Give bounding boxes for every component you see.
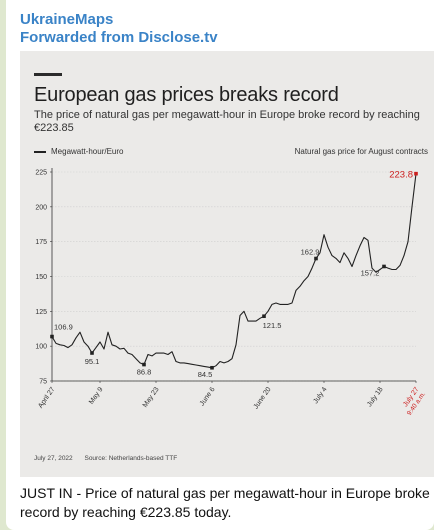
title-accent-bar bbox=[34, 73, 62, 76]
x-tick-label: May 9 bbox=[88, 386, 105, 406]
footer-date: July 27, 2022 bbox=[34, 455, 73, 462]
y-tick-label-150: 150 bbox=[35, 274, 47, 281]
data-label-86.8: 86.8 bbox=[137, 368, 152, 377]
data-marker-106.9 bbox=[50, 334, 54, 339]
footer-source: Source: Netherlands-based TTF bbox=[84, 455, 178, 462]
message-caption: JUST IN - Price of natural gas per megaw… bbox=[20, 485, 430, 520]
x-tick-label: June 20 bbox=[253, 386, 273, 411]
data-label-84.5: 84.5 bbox=[198, 370, 213, 379]
x-tick-label-group: June 20 bbox=[253, 386, 273, 411]
x-tick-label-group: July 18 bbox=[366, 386, 385, 408]
data-marker-84.5 bbox=[210, 365, 214, 370]
chart-image[interactable]: European gas prices breaks record The pr… bbox=[20, 51, 434, 477]
data-label-106.9: 106.9 bbox=[54, 323, 73, 332]
x-tick-label-group: June 6 bbox=[199, 386, 217, 407]
y-tick-label-100: 100 bbox=[35, 344, 47, 351]
y-tick-label-225: 225 bbox=[35, 170, 47, 177]
x-tick-label: July 4 bbox=[312, 386, 328, 405]
sender-name[interactable]: UkraineMaps bbox=[20, 11, 114, 28]
message-bubble: UkraineMaps Forwarded from Disclose.tv E… bbox=[6, 0, 434, 530]
y-tick-label-200: 200 bbox=[35, 204, 47, 211]
data-marker-162.9 bbox=[314, 256, 318, 261]
y-tick-label-125: 125 bbox=[35, 309, 47, 316]
x-tick-label-group: May 9 bbox=[88, 386, 105, 406]
x-tick-label-group: July 279:40 a.m. bbox=[402, 386, 427, 417]
legend-left: Megawatt-hour/Euro bbox=[34, 147, 123, 156]
legend-left-label: Megawatt-hour/Euro bbox=[51, 147, 124, 156]
forwarded-from[interactable]: Forwarded from Disclose.tv bbox=[20, 29, 218, 46]
x-tick-label-group: May 23 bbox=[142, 386, 161, 409]
data-marker-121.5 bbox=[262, 314, 266, 319]
x-tick-label: April 27 bbox=[37, 386, 56, 410]
legend-line-swatch bbox=[34, 151, 46, 153]
x-tick-label-group: April 27 bbox=[37, 386, 56, 410]
data-label-162.9: 162.9 bbox=[301, 248, 320, 257]
x-tick-label: June 6 bbox=[199, 386, 217, 407]
chart-subtitle: The price of natural gas per megawatt-ho… bbox=[34, 109, 420, 134]
chart-footer: July 27, 2022 Source: Netherlands-based … bbox=[34, 455, 187, 462]
x-tick-label-group: July 4 bbox=[312, 386, 328, 405]
x-tick-label: July 18 bbox=[366, 386, 385, 408]
data-marker-157.2 bbox=[382, 264, 386, 269]
series-line bbox=[51, 173, 417, 369]
line-chart: 75 100 125 150 175 200 225 April 27 May 9 May 23 J… bbox=[35, 168, 427, 417]
data-label-95.1: 95.1 bbox=[85, 357, 100, 366]
y-tick-label-75: 75 bbox=[39, 379, 47, 386]
legend-right: Natural gas price for August contracts bbox=[294, 147, 428, 156]
data-label-223.8: 223.8 bbox=[389, 170, 413, 181]
y-tick-label-175: 175 bbox=[35, 239, 47, 246]
data-label-121.5: 121.5 bbox=[263, 321, 282, 330]
data-label-157.2: 157.2 bbox=[361, 268, 380, 277]
data-marker-86.8 bbox=[142, 362, 146, 367]
data-marker-223.8 bbox=[414, 171, 418, 176]
x-tick-label: May 23 bbox=[142, 386, 161, 409]
chart-title: European gas prices breaks record bbox=[34, 84, 339, 106]
data-marker-95.1 bbox=[90, 351, 94, 355]
